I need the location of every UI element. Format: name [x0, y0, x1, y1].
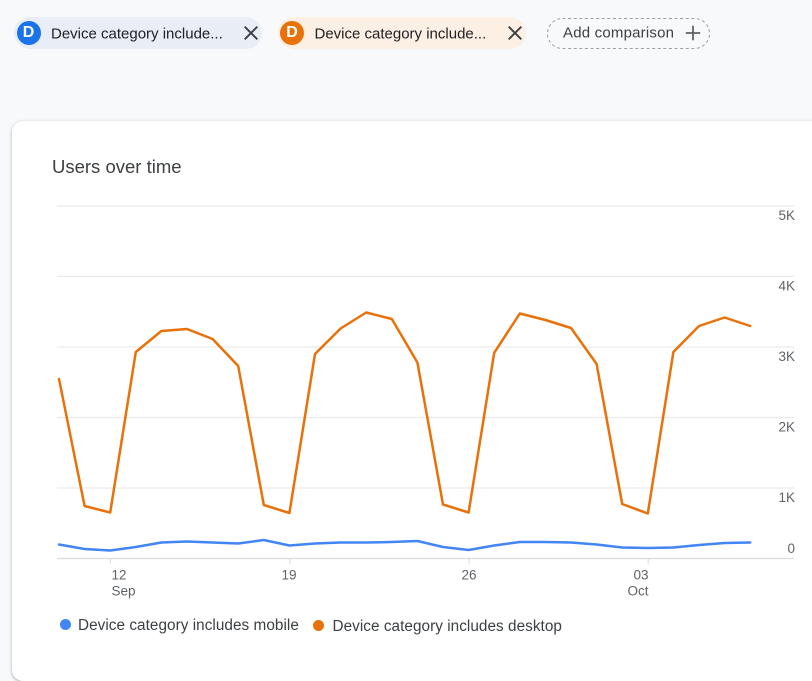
svg-text:0: 0 [787, 541, 795, 556]
svg-text:19: 19 [281, 568, 296, 583]
svg-text:4K: 4K [778, 278, 795, 293]
svg-text:1K: 1K [778, 490, 795, 505]
svg-text:2K: 2K [778, 420, 795, 435]
svg-text:5K: 5K [778, 208, 795, 223]
svg-text:3K: 3K [778, 349, 795, 364]
svg-text:Sep: Sep [112, 584, 136, 599]
svg-text:12: 12 [112, 568, 127, 583]
svg-text:Oct: Oct [627, 584, 648, 599]
svg-text:26: 26 [461, 568, 476, 583]
svg-text:03: 03 [633, 568, 648, 583]
